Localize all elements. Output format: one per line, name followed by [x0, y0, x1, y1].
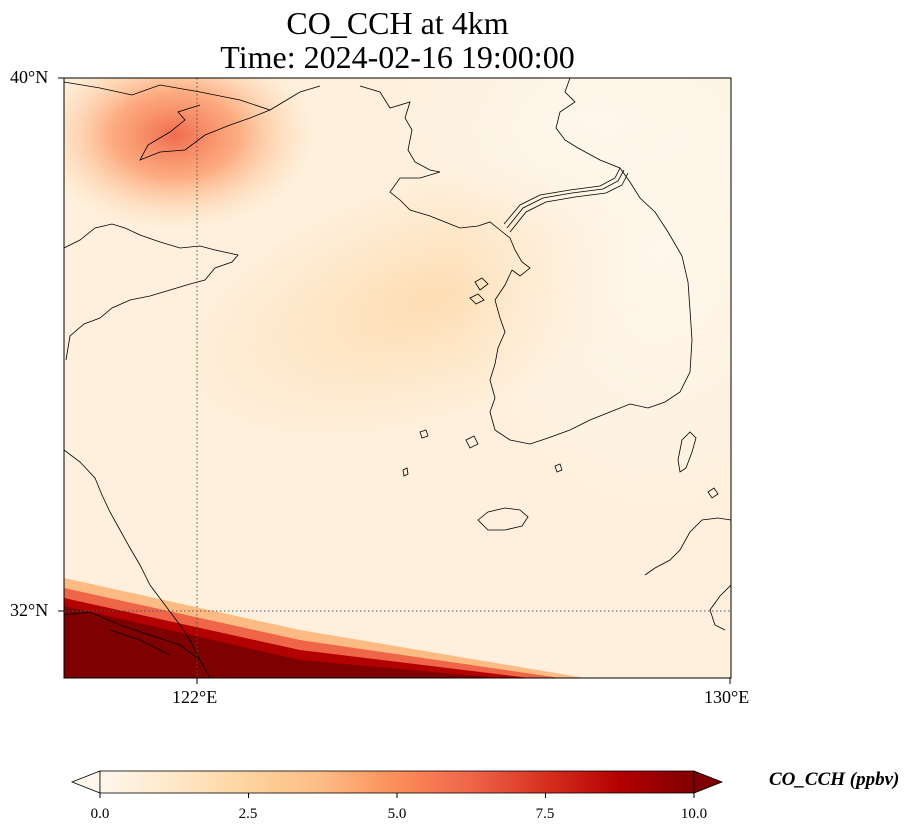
coast-korea-south — [489, 269, 649, 445]
colorbar — [70, 770, 724, 798]
colorbar-extend-min — [70, 770, 101, 794]
lat-tick-32N: 32°N — [10, 600, 49, 620]
coast-kyushu — [644, 517, 731, 631]
coast-yangtze — [64, 611, 201, 661]
lon-tick-130E: 130°E — [704, 687, 750, 707]
gridlines — [64, 78, 731, 678]
island-jeju — [477, 507, 529, 531]
concentration-field — [64, 78, 731, 678]
colorbar-tick-2: 5.0 — [387, 806, 407, 822]
title-line-2: Time: 2024-02-16 19:00:00 — [220, 39, 575, 75]
colorbar-tick-3: 7.5 — [535, 806, 555, 822]
island-tsushima — [677, 431, 697, 473]
lon-tick-122E: 122°E — [172, 687, 218, 707]
island-ulleung — [707, 487, 719, 499]
lat-tick-40N: 40°N — [10, 67, 49, 87]
colorbar-gradient — [99, 770, 695, 794]
coastlines — [64, 78, 731, 678]
coast-nk-west — [359, 85, 531, 277]
colorbar-tick-4: 10.0 — [680, 806, 708, 822]
coast-shandong — [64, 223, 239, 361]
colorbar-extend-max — [693, 770, 724, 794]
title-line-1: CO_CCH at 4km — [286, 5, 509, 41]
colorbar-tick-0: 0.0 — [90, 806, 110, 822]
tick-marks — [58, 77, 731, 684]
colorbar-tick-1: 2.5 — [238, 806, 258, 822]
colorbar-label: CO_CCH (ppbv) — [769, 769, 900, 790]
map-frame — [63, 77, 732, 679]
coast-liaodong — [64, 81, 321, 161]
border-korea — [503, 167, 621, 225]
coast-korea-east — [555, 78, 693, 409]
coast-china-east — [64, 449, 211, 678]
